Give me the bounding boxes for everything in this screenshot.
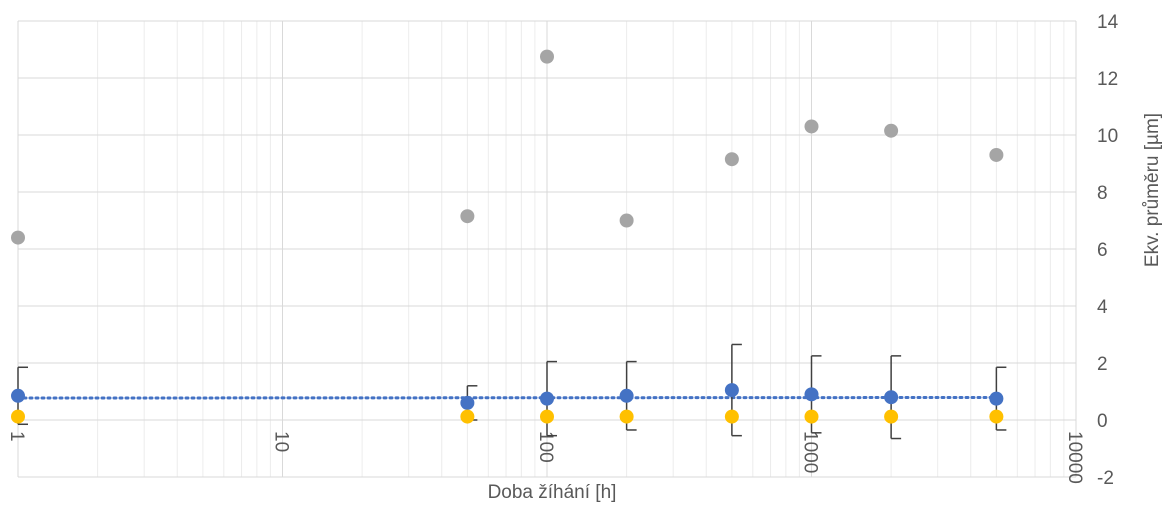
y-tick-label: 8	[1097, 183, 1108, 204]
data-point	[460, 209, 475, 224]
data-point	[884, 409, 899, 424]
data-point	[989, 409, 1004, 424]
data-point	[11, 388, 25, 403]
y-tick-label: 6	[1097, 240, 1108, 261]
data-point	[11, 409, 25, 424]
data-point	[884, 390, 899, 405]
error-bars	[17, 343, 1007, 440]
data-point	[460, 409, 475, 424]
data-point	[11, 230, 25, 245]
data-point	[804, 119, 819, 134]
y-tick-label: 0	[1097, 411, 1108, 432]
data-point	[989, 147, 1004, 162]
y-tick-label: 12	[1097, 69, 1118, 90]
data-point	[804, 387, 819, 402]
y-tick-label: -2	[1097, 468, 1114, 489]
data-point	[540, 49, 554, 64]
data-point	[460, 395, 475, 410]
data-point	[884, 123, 899, 138]
x-tick-label: 10	[271, 431, 292, 452]
data-point	[619, 213, 634, 228]
x-axis-tick-labels: 1 10 100 1000 10000	[6, 431, 1085, 484]
x-tick-label: 1	[6, 431, 27, 442]
data-point	[619, 388, 634, 403]
x-tick-label: 10000	[1064, 431, 1085, 484]
data-point	[989, 391, 1004, 406]
trendline-group	[16, 395, 998, 400]
y-tick-label: 10	[1097, 126, 1118, 147]
y-axis-label: Ekv. průměru [µm]	[1142, 113, 1163, 267]
x-tick-label: 1000	[800, 431, 821, 473]
data-point	[724, 383, 739, 398]
data-point	[619, 409, 634, 424]
data-points	[11, 49, 1004, 424]
trendline	[16, 395, 998, 400]
data-point	[540, 409, 554, 424]
x-tick-label: 100	[535, 431, 556, 463]
data-point	[724, 152, 739, 167]
data-point	[724, 409, 739, 424]
x-axis-label: Doba žíhání [h]	[488, 482, 617, 503]
data-point	[804, 409, 819, 424]
y-tick-label: 14	[1097, 12, 1119, 33]
y-axis-tick-labels: -2 0 2 4 6 8 10 12 14	[1097, 12, 1119, 489]
y-tick-label: 2	[1097, 354, 1108, 375]
y-tick-label: 4	[1097, 297, 1108, 318]
data-point	[540, 391, 554, 406]
